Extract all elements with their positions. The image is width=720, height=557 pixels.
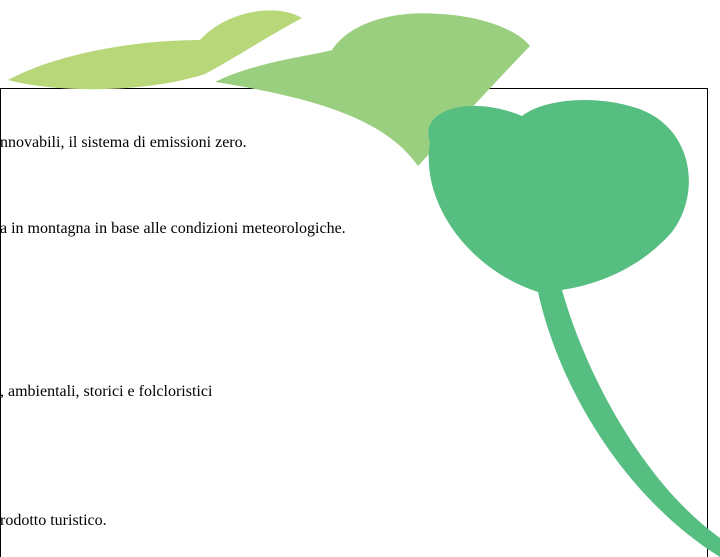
page: nnovabili, il sistema di emissioni zero.… <box>0 0 720 557</box>
decoration <box>0 0 720 557</box>
text-line: , ambientali, storici e folcloristici <box>0 383 212 401</box>
text-line: rodotto turistico. <box>0 512 107 530</box>
leaf-dark <box>428 100 720 557</box>
text-line: a in montagna in base alle condizioni me… <box>0 220 346 238</box>
text-line: nnovabili, il sistema di emissioni zero. <box>0 134 247 152</box>
